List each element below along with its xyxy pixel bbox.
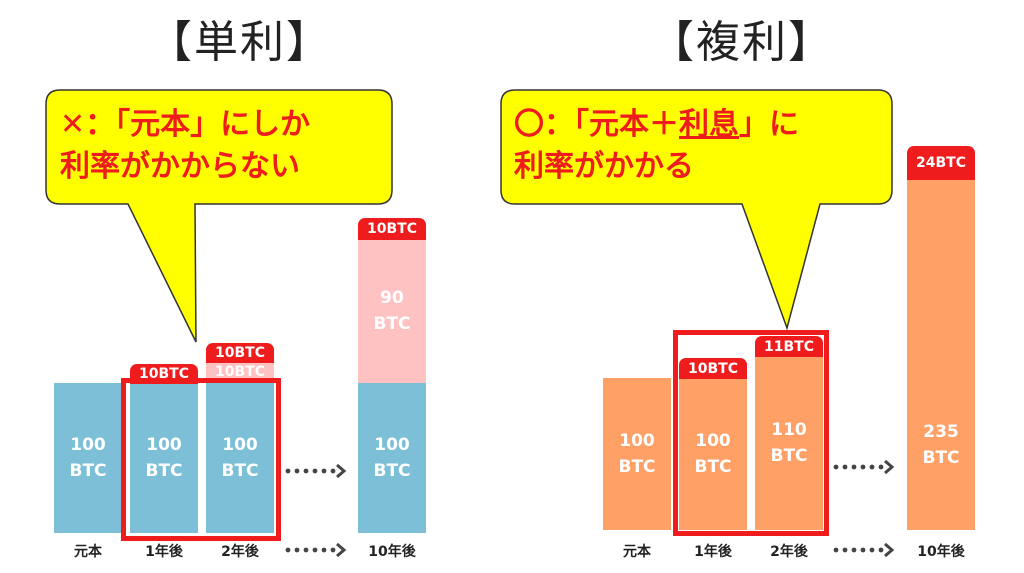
cross-mark-icon: ✕ — [60, 107, 86, 142]
bar-unit: BTC — [770, 446, 808, 466]
simple-accumulated-interest-bar: 90 BTC — [358, 239, 426, 383]
simple-interest-tag-year2-upper: 10BTC — [206, 343, 274, 363]
speech-bubble-compound — [500, 89, 893, 331]
bubble-compound-line1-b: 」に — [739, 107, 799, 142]
simple-bar-year10: 100 BTC — [358, 383, 426, 533]
simple-interest-tag-year2-lower: 10BTC — [206, 362, 274, 382]
accum-value: 90 — [380, 288, 404, 308]
bubble-compound-line1-underlined: 利息 — [679, 107, 739, 142]
bar-value: 100 — [70, 435, 106, 455]
bar-value: 100 — [695, 431, 731, 451]
arrow-simple-bars — [285, 463, 347, 479]
title-simple-interest: 【単利】 — [148, 17, 332, 68]
compound-interest-tag-year1: 10BTC — [679, 358, 747, 379]
compound-bar-principal: 100 BTC — [603, 378, 671, 530]
compound-highlight-frame — [673, 330, 829, 536]
compound-xlabel-year2: 2年後 — [770, 544, 808, 560]
bubble-simple-line2: 利率がかからない — [60, 149, 300, 184]
simple-xlabel-year10: 10年後 — [368, 544, 416, 560]
bar-value: 100 — [374, 435, 410, 455]
bubble-simple-line1: ：「元本」にしか — [85, 107, 311, 142]
compound-interest-tag-year2: 11BTC — [755, 336, 823, 357]
arrow-compound-labels — [833, 542, 895, 558]
bar-unit: BTC — [373, 461, 411, 481]
speech-bubble-simple — [45, 89, 393, 343]
compound-xlabel-year1: 1年後 — [694, 544, 732, 560]
bubble-compound-line1-a: ：「元本＋ — [544, 107, 679, 142]
bubble-simple-text: ✕：「元本」にしか 利率がかからない — [60, 104, 310, 188]
arrow-simple-labels — [285, 542, 347, 558]
simple-highlight-frame — [121, 378, 281, 541]
bar-value: 100 — [619, 431, 655, 451]
title-compound-interest: 【複利】 — [650, 17, 834, 68]
circle-mark-icon: 〇 — [514, 107, 544, 142]
compound-interest-tag-year10: 24BTC — [907, 146, 975, 180]
bar-value: 235 — [923, 422, 959, 442]
simple-bar-year1: 100 BTC — [130, 383, 198, 533]
compound-bar-year2: 110 BTC — [755, 356, 823, 530]
bar-unit: BTC — [145, 461, 183, 481]
bar-value: 100 — [146, 435, 182, 455]
accum-unit: BTC — [373, 314, 411, 334]
bar-unit: BTC — [221, 461, 259, 481]
simple-bar-year2: 100 BTC — [206, 383, 274, 533]
compound-xlabel-year10: 10年後 — [917, 544, 965, 560]
bar-value: 100 — [222, 435, 258, 455]
bubble-compound-line2: 利率がかかる — [514, 149, 694, 184]
bar-unit: BTC — [618, 457, 656, 477]
bar-value: 110 — [771, 420, 807, 440]
simple-bar-principal: 100 BTC — [54, 383, 122, 533]
compound-bar-year10: 235 BTC — [907, 180, 975, 530]
compound-xlabel-principal: 元本 — [623, 544, 651, 560]
simple-interest-tag-year10: 10BTC — [358, 218, 426, 240]
bar-unit: BTC — [69, 461, 107, 481]
arrow-compound-bars — [833, 459, 895, 475]
compound-bar-year1: 100 BTC — [679, 378, 747, 530]
bar-unit: BTC — [694, 457, 732, 477]
bubble-compound-text: 〇：「元本＋利息」に 利率がかかる — [514, 104, 799, 188]
simple-xlabel-principal: 元本 — [74, 544, 102, 560]
simple-xlabel-year1: 1年後 — [145, 544, 183, 560]
simple-xlabel-year2: 2年後 — [221, 544, 259, 560]
bar-unit: BTC — [922, 448, 960, 468]
